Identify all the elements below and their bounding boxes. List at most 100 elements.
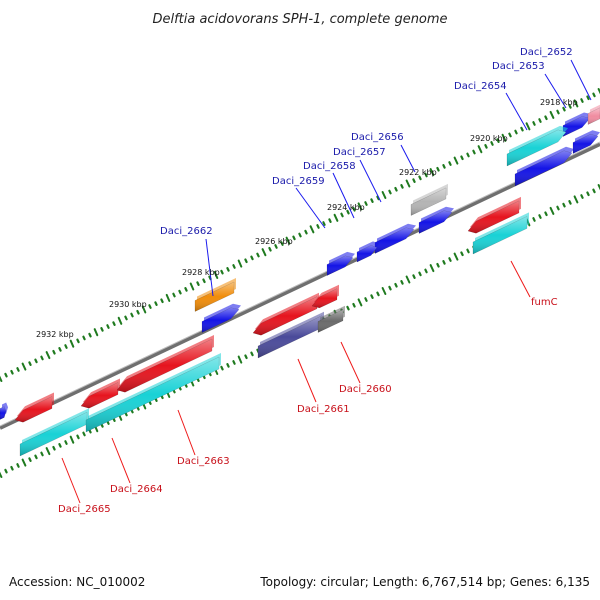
gene-label[interactable]: Daci_2658 (303, 161, 356, 172)
gene-arrow[interactable] (252, 292, 319, 336)
gene-arrow[interactable] (356, 241, 379, 263)
minor-tick (346, 209, 350, 215)
gene-arrow[interactable] (410, 183, 448, 216)
minor-tick (448, 257, 452, 262)
gene-label[interactable]: Daci_2659 (272, 176, 325, 187)
callout-line (340, 341, 361, 384)
minor-tick (106, 324, 110, 329)
minor-tick (412, 178, 416, 183)
minor-tick (130, 312, 134, 318)
gene-arrow[interactable] (374, 223, 416, 254)
gene-arrow[interactable] (467, 196, 521, 234)
minor-tick (586, 95, 590, 101)
gene-arrow[interactable] (19, 408, 89, 457)
minor-tick (466, 248, 470, 254)
gene-arrow[interactable] (311, 284, 339, 309)
minor-tick (52, 349, 56, 355)
major-tick (501, 133, 507, 142)
gene-arrow[interactable] (572, 130, 600, 154)
gene-arrow[interactable] (85, 353, 221, 433)
kbp-labels: 2918 kbp 2920 kbp 2922 kbp 2924 kbp 2926… (36, 98, 578, 339)
minor-tick (532, 121, 536, 126)
minor-tick (400, 280, 404, 285)
minor-tick (232, 264, 236, 269)
minor-tick (496, 138, 500, 143)
minor-tick (148, 304, 152, 309)
major-tick (549, 206, 555, 215)
gene-arrow[interactable] (587, 104, 600, 125)
gene-label[interactable]: Daci_2664 (110, 484, 163, 495)
minor-tick (424, 172, 428, 178)
minor-tick (592, 92, 596, 98)
minor-tick (28, 361, 32, 366)
minor-tick (298, 232, 302, 238)
major-tick (573, 195, 579, 204)
minor-tick (460, 251, 464, 257)
gene-arrow[interactable] (14, 392, 54, 423)
minor-tick (34, 454, 38, 460)
gene-arrow[interactable] (562, 112, 592, 137)
minor-tick (274, 244, 278, 249)
gene-label[interactable]: Daci_2660 (339, 384, 392, 395)
minor-tick (58, 443, 62, 448)
gene-arrow[interactable] (326, 251, 355, 276)
callout-line (505, 92, 528, 131)
minor-tick (586, 191, 590, 197)
tick-label: 2920 kbp (470, 134, 508, 143)
minor-tick (232, 360, 236, 365)
minor-tick (346, 305, 350, 311)
callout-line (111, 437, 131, 484)
gene-label[interactable]: Daci_2665 (58, 504, 111, 515)
gene-arrow[interactable] (201, 303, 241, 333)
minor-tick (364, 201, 368, 206)
gene-label[interactable]: Daci_2663 (177, 456, 230, 467)
minor-tick (202, 278, 206, 284)
major-tick (189, 282, 195, 291)
gene-arrow[interactable] (317, 305, 345, 333)
minor-tick (364, 297, 368, 302)
gene-arrow[interactable] (80, 378, 120, 409)
minor-tick (88, 332, 92, 338)
gene-arrow[interactable] (194, 278, 236, 312)
minor-tick (490, 141, 494, 146)
major-tick (0, 471, 3, 478)
minor-tick (388, 285, 392, 291)
major-tick (453, 156, 459, 165)
gene-label[interactable]: Daci_2661 (297, 404, 350, 415)
major-tick (453, 252, 459, 261)
minor-tick (316, 224, 320, 229)
major-tick (237, 259, 243, 268)
major-tick (549, 110, 555, 119)
gene-label[interactable]: Daci_2657 (333, 147, 386, 158)
minor-tick (160, 298, 164, 304)
minor-tick (544, 115, 548, 121)
gene-arrow[interactable] (0, 402, 8, 420)
gene-label[interactable]: Daci_2652 (520, 47, 573, 58)
gene-arrow[interactable] (514, 146, 574, 187)
gene-label[interactable]: Daci_2654 (454, 81, 507, 92)
minor-tick (532, 217, 536, 222)
gene-arrow[interactable] (116, 335, 214, 393)
minor-tick (178, 289, 182, 295)
minor-tick (10, 465, 14, 471)
minor-tick (400, 184, 404, 189)
minor-tick (58, 347, 62, 352)
gene-label[interactable]: Daci_2662 (160, 226, 213, 237)
minor-tick (4, 372, 8, 378)
major-tick (261, 248, 267, 257)
major-tick (405, 275, 411, 284)
major-tick (597, 184, 600, 191)
minor-tick (304, 229, 308, 235)
callout-line (332, 172, 355, 219)
gene-label[interactable]: fumC (531, 297, 558, 308)
minor-tick (82, 335, 86, 341)
minor-tick (580, 194, 584, 199)
minor-tick (376, 195, 380, 201)
gene-label[interactable]: Daci_2656 (351, 132, 404, 143)
gene-label[interactable]: Daci_2653 (492, 61, 545, 72)
minor-tick (40, 451, 44, 457)
gene-arrow[interactable] (506, 125, 568, 167)
gene-arrow[interactable] (472, 212, 529, 255)
gene-arrow[interactable] (418, 206, 454, 234)
tick-label: 2924 kbp (327, 203, 365, 212)
